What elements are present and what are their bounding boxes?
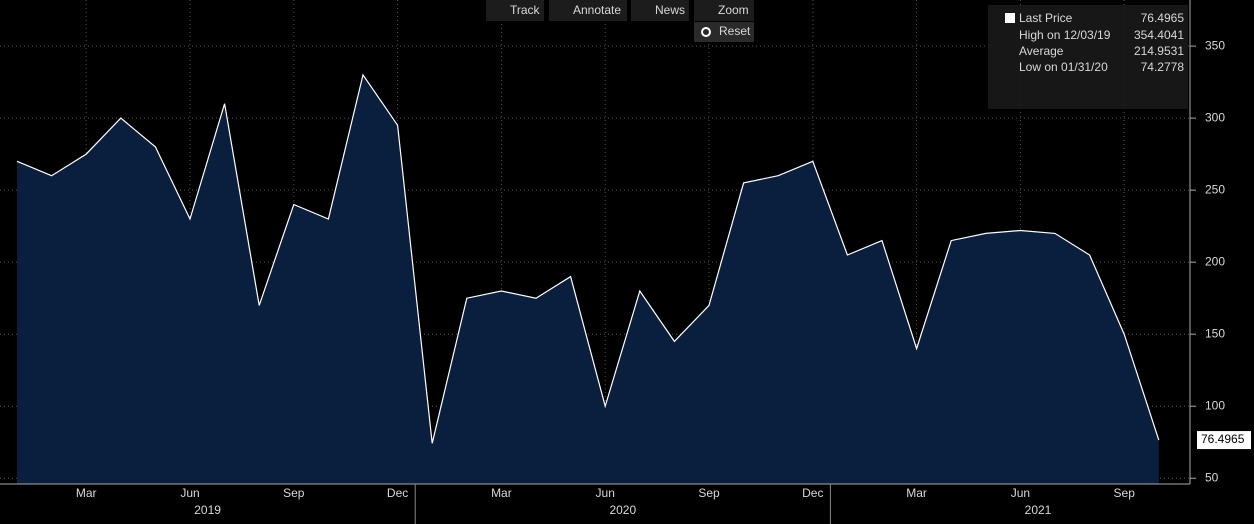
y-tick-label: 250 <box>1205 182 1225 196</box>
toolbar-button[interactable] <box>486 0 544 21</box>
y-tick-label: 50 <box>1205 470 1219 484</box>
x-tick-label: Mar <box>491 486 512 500</box>
legend-stat-value: 74.2778 <box>1141 60 1185 74</box>
x-tick-label: Mar <box>906 486 927 500</box>
legend-stat-value: 214.9531 <box>1134 44 1184 58</box>
y-tick-label: 100 <box>1205 398 1225 412</box>
legend-stat-label: High on 12/03/19 <box>1019 28 1111 42</box>
toolbar-button[interactable] <box>549 0 627 21</box>
toolbar-button-label[interactable]: Track <box>510 3 541 17</box>
legend-label: Last Price <box>1019 11 1073 25</box>
year-label: 2019 <box>194 503 221 517</box>
x-tick-label: Jun <box>596 486 615 500</box>
legend-stat-label: Average <box>1019 44 1064 58</box>
x-tick-label: Dec <box>387 486 408 500</box>
legend-stat-label: Low on 01/31/20 <box>1019 60 1108 74</box>
area <box>17 74 1159 485</box>
year-label: 2020 <box>609 503 636 517</box>
toolbar-button[interactable] <box>631 0 689 21</box>
y-tick-label: 300 <box>1205 110 1225 124</box>
y-tick-label: 350 <box>1205 38 1225 52</box>
toolbar-button-label[interactable]: Zoom <box>718 3 749 17</box>
toolbar-button-label[interactable]: News <box>655 3 685 17</box>
x-tick-label: Sep <box>283 486 305 500</box>
reset-label[interactable]: Reset <box>719 24 751 38</box>
reset-icon <box>701 27 711 37</box>
x-tick-label: Jun <box>180 486 199 500</box>
year-label: 2021 <box>1025 503 1052 517</box>
toolbar-button[interactable] <box>694 0 754 21</box>
legend-box <box>988 5 1188 109</box>
legend-value: 76.4965 <box>1141 11 1185 25</box>
toolbar-button-label[interactable]: Annotate <box>573 3 621 17</box>
price-line <box>16 73 1160 444</box>
x-tick-label: Dec <box>802 486 823 500</box>
x-tick-label: Sep <box>1114 486 1136 500</box>
last-price-tag <box>1197 431 1251 450</box>
y-tick-label: 200 <box>1205 254 1225 268</box>
y-tick-label: 150 <box>1205 326 1225 340</box>
x-tick-label: Jun <box>1011 486 1030 500</box>
reset-button[interactable] <box>694 22 754 42</box>
legend-swatch <box>1005 13 1015 23</box>
legend-stat-value: 354.4041 <box>1134 28 1184 42</box>
x-tick-label: Sep <box>698 486 720 500</box>
x-tick-label: Mar <box>76 486 97 500</box>
last-price-tag-label: 76.4965 <box>1201 432 1245 446</box>
